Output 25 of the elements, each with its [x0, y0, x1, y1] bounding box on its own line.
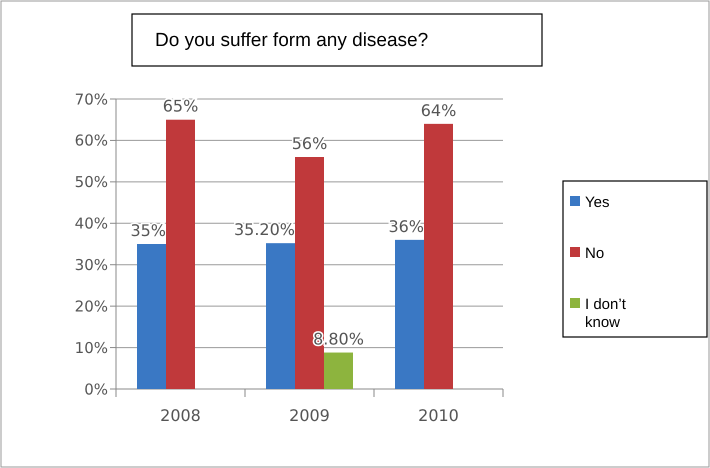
- bar: [424, 124, 453, 389]
- bar: [137, 244, 166, 389]
- y-tick-label: 10%: [74, 338, 108, 357]
- y-tick-label: 40%: [74, 214, 108, 233]
- y-tick-label: 70%: [74, 90, 108, 108]
- x-tick-label: 2010: [418, 406, 459, 425]
- legend-label: No: [585, 245, 604, 262]
- data-label: 35%: [130, 221, 166, 240]
- bar: [395, 240, 424, 389]
- data-label: 65%: [162, 96, 198, 116]
- legend-label: Yes: [585, 194, 610, 211]
- legend-label: I don’t know: [585, 296, 627, 331]
- y-tick-label: 20%: [74, 297, 108, 316]
- x-tick-label: 2008: [160, 406, 201, 425]
- data-label: 64%: [420, 100, 456, 120]
- y-tick-label: 50%: [74, 173, 108, 192]
- y-tick-label: 0%: [84, 380, 108, 398]
- y-tick-label: 30%: [74, 256, 108, 274]
- x-tick-label: 2009: [289, 406, 330, 425]
- chart-title: Do you suffer form any disease?: [155, 30, 428, 51]
- bar: [324, 352, 353, 389]
- bar: [166, 120, 195, 389]
- data-label: 35.20%: [234, 220, 295, 240]
- bar: [266, 243, 295, 389]
- y-tick-label: 60%: [74, 132, 108, 150]
